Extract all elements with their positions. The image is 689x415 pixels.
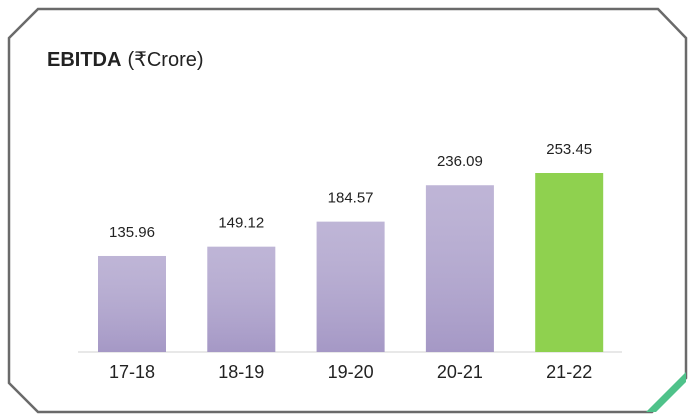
value-label: 184.57 (328, 190, 374, 207)
bar-shade (98, 255, 166, 352)
corner-accent (646, 372, 686, 412)
bar (535, 173, 604, 352)
value-label: 149.12 (218, 215, 264, 232)
bar-shade (425, 185, 494, 352)
x-tick-label: 17-18 (109, 362, 155, 382)
x-tick-label: 21-22 (546, 362, 592, 382)
value-label: 135.96 (109, 224, 155, 241)
value-label: 236.09 (437, 153, 483, 170)
x-tick-label: 18-19 (218, 362, 264, 382)
bar-shade (207, 246, 276, 352)
value-label: 253.45 (546, 141, 592, 158)
bar-shade (316, 221, 385, 352)
x-tick-label: 20-21 (437, 362, 483, 382)
chart-title: EBITDA (₹Crore) (47, 49, 204, 71)
title-unit: (₹Crore) (127, 49, 203, 71)
x-tick-label: 19-20 (328, 362, 374, 382)
title-main: EBITDA (47, 49, 121, 71)
